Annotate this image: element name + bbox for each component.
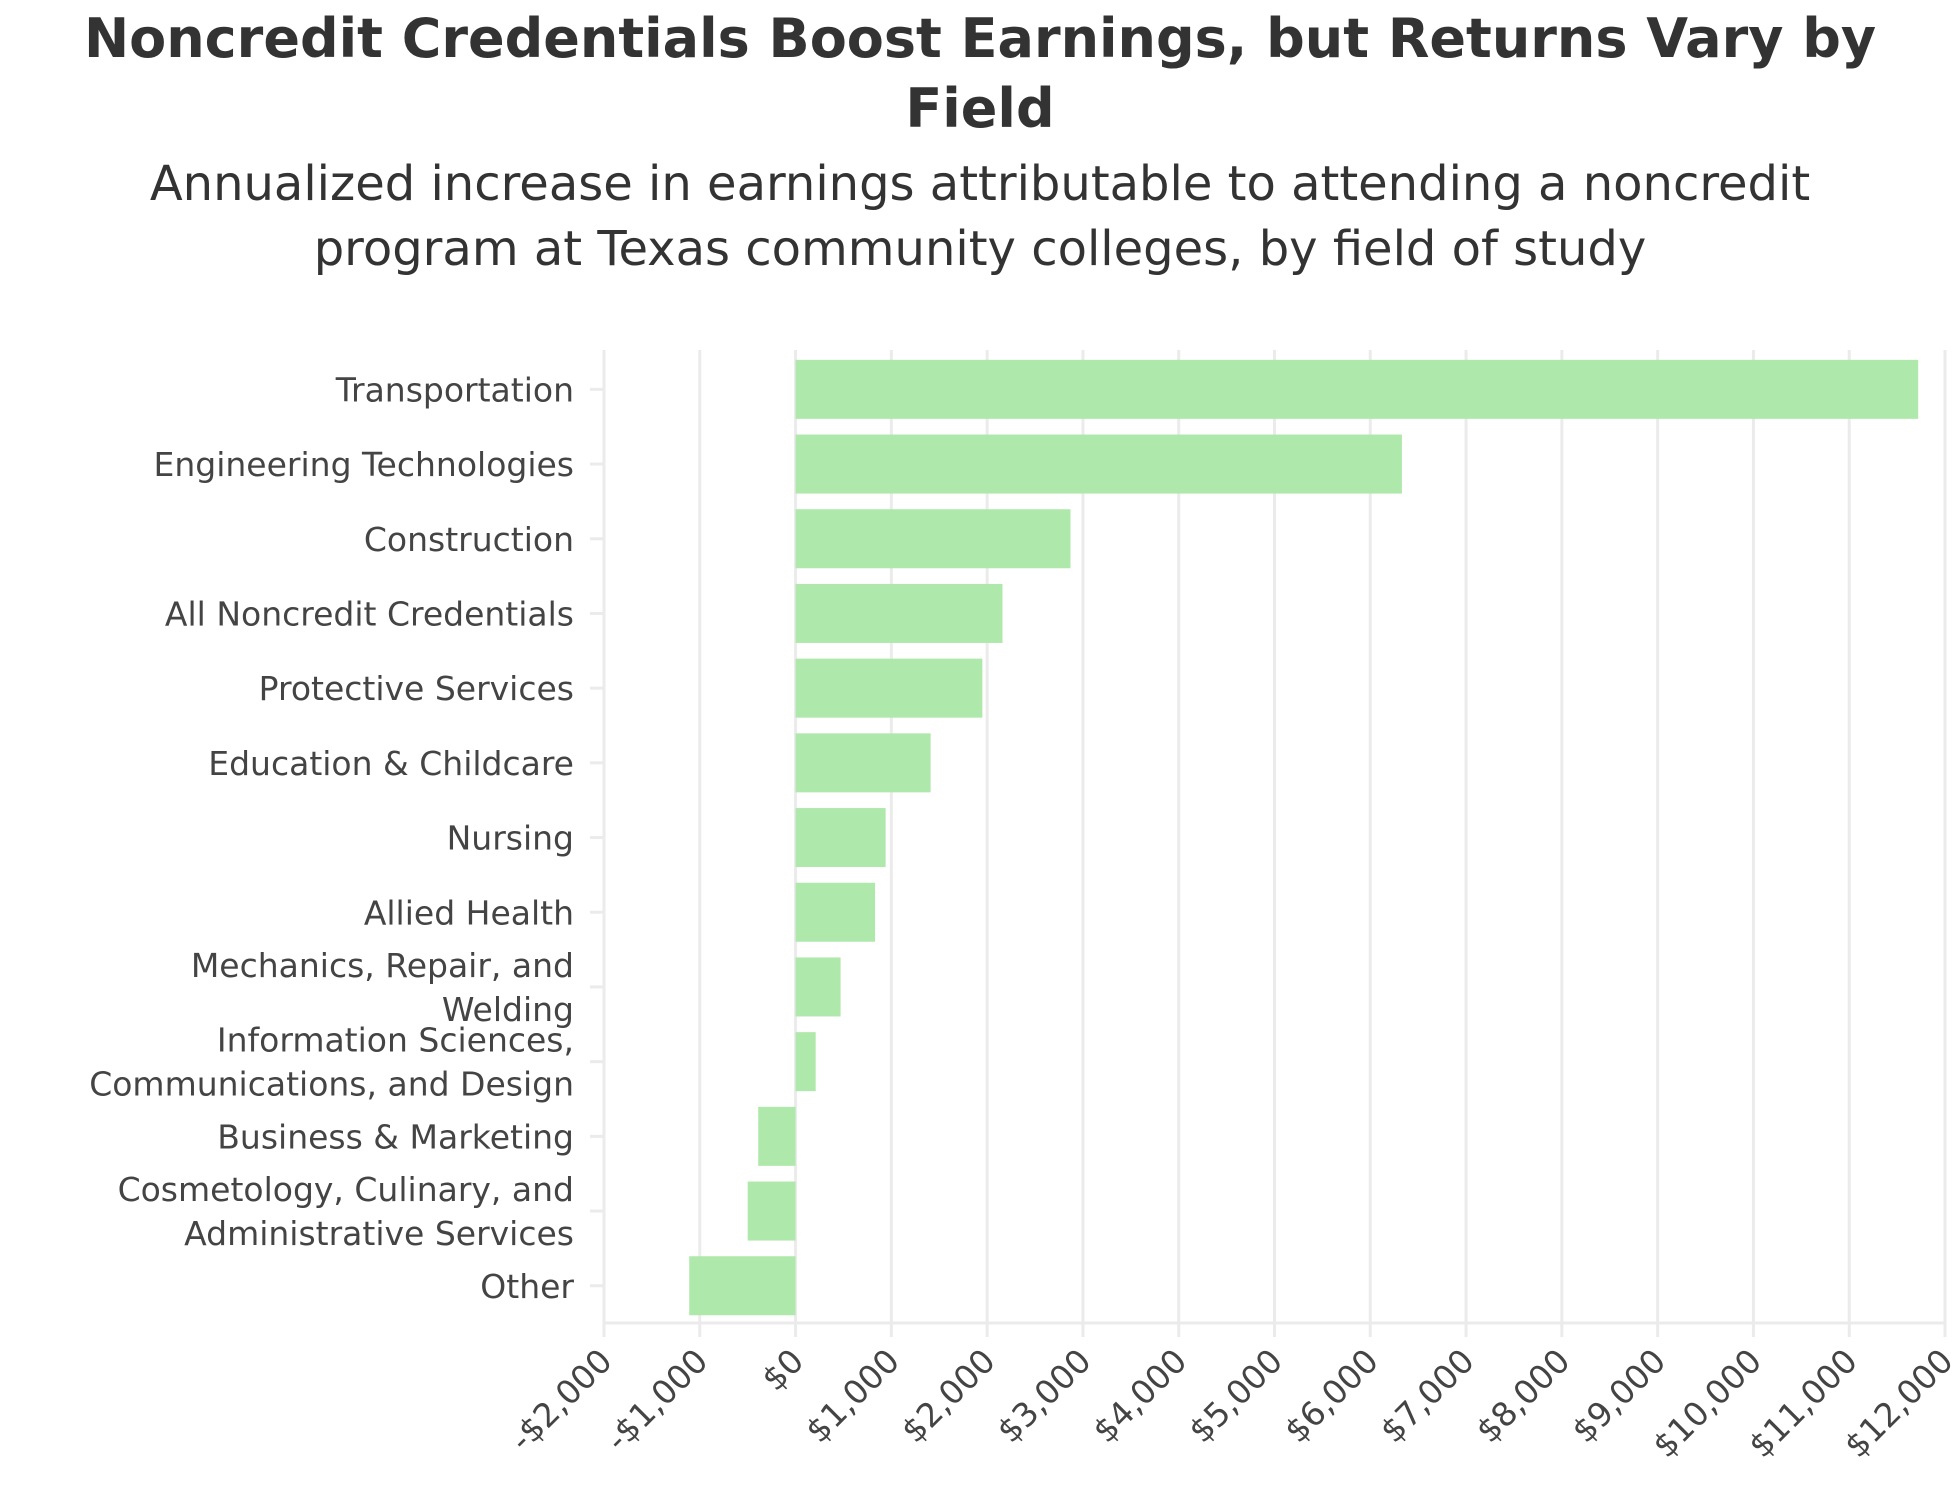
bar (795, 882, 876, 942)
x-tick-label: $8,000 (1468, 1341, 1577, 1450)
bar (747, 1181, 796, 1241)
bar (795, 583, 1003, 643)
category-label: All Noncredit Credentials (165, 594, 574, 633)
bar (795, 359, 1919, 419)
x-tick-label: $5,000 (1181, 1341, 1290, 1450)
category-label: Business & Marketing (217, 1117, 574, 1156)
x-tick-labels: -$2,000-$1,000 $0$1,000$2,000$3,000$4,000… (502, 1341, 1960, 1465)
bar (795, 957, 841, 1017)
bar (795, 434, 1402, 494)
bar (795, 509, 1071, 569)
bar (689, 1256, 796, 1316)
x-tick-label: -$2,000 (502, 1341, 620, 1459)
category-label: Information Sciences, Communications, and… (89, 1021, 574, 1104)
axes (590, 350, 1947, 1337)
category-label: Protective Services (259, 669, 574, 708)
x-tick-label: -$1,000 (598, 1341, 716, 1459)
category-label: Education & Childcare (208, 744, 574, 783)
chart-subtitle: Annualized increase in earnings attribut… (149, 156, 1811, 277)
category-label: Construction (364, 520, 574, 559)
x-tick-label: $3,000 (989, 1341, 1098, 1450)
category-label: Nursing (447, 819, 574, 858)
bars (689, 359, 1919, 1316)
x-tick-label: $0 (754, 1341, 811, 1398)
category-label: Other (480, 1267, 574, 1306)
bar (795, 733, 931, 793)
category-label: Transportation (335, 370, 574, 409)
category-label: Mechanics, Repair, and Welding (191, 946, 574, 1029)
bar (795, 658, 983, 718)
category-label: Cosmetology, Culinary, and Administrative… (118, 1170, 574, 1253)
chart-title: Noncredit Credentials Boost Earnings, bu… (83, 7, 1877, 140)
category-label: Engineering Technologies (154, 445, 574, 484)
x-tick-label: $1,000 (798, 1341, 907, 1450)
category-label: Allied Health (364, 893, 574, 932)
y-category-labels: Transportation Engineering Technologies Co… (89, 370, 574, 1305)
bar (758, 1106, 796, 1166)
x-tick-label: $4,000 (1085, 1341, 1194, 1450)
x-tick-label: $2,000 (894, 1341, 1003, 1450)
bar (795, 808, 886, 868)
x-tick-label: $6,000 (1277, 1341, 1386, 1450)
bar (795, 1032, 816, 1092)
x-tick-label: $7,000 (1373, 1341, 1482, 1450)
